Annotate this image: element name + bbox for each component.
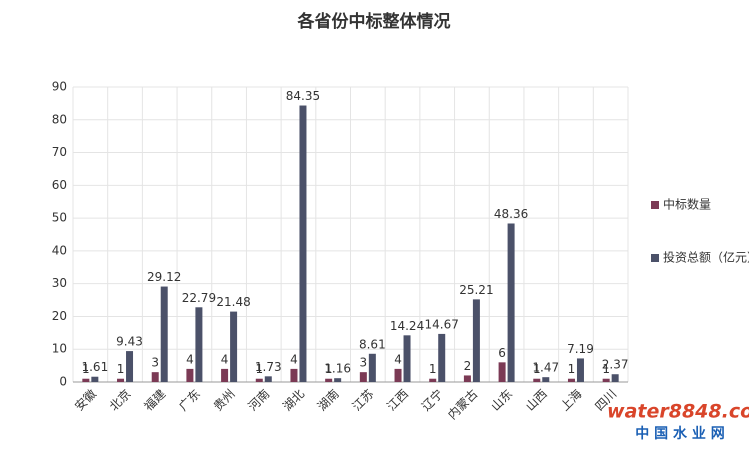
watermark-brand: water8848.com bbox=[607, 401, 749, 423]
bar bbox=[221, 368, 229, 382]
y-tick-label: 90 bbox=[52, 80, 67, 94]
bar bbox=[126, 351, 134, 382]
data-label: 4 bbox=[394, 352, 402, 366]
data-label: 2.37 bbox=[602, 358, 629, 372]
bar bbox=[533, 378, 541, 382]
data-label: 1.47 bbox=[532, 361, 559, 375]
data-label: 1 bbox=[117, 362, 125, 376]
bar bbox=[602, 378, 610, 382]
legend-label: 中标数量 bbox=[663, 197, 711, 212]
bar bbox=[82, 378, 90, 382]
data-label: 4 bbox=[186, 352, 194, 366]
data-label: 1.73 bbox=[255, 360, 282, 374]
data-label: 7.19 bbox=[567, 342, 594, 356]
data-label: 1 bbox=[533, 362, 541, 376]
bar bbox=[507, 223, 515, 382]
data-label: 4 bbox=[290, 352, 298, 366]
bar bbox=[230, 311, 238, 382]
bar bbox=[403, 335, 411, 382]
bar bbox=[255, 378, 263, 382]
data-label: 22.79 bbox=[182, 291, 216, 305]
data-label: 9.43 bbox=[116, 335, 143, 349]
bar bbox=[264, 376, 272, 382]
legend-label: 投资总额（亿元） bbox=[663, 250, 749, 265]
bar bbox=[429, 378, 437, 382]
data-label: 2 bbox=[464, 359, 472, 373]
y-tick-label: 60 bbox=[52, 178, 67, 192]
y-tick-label: 70 bbox=[52, 145, 67, 159]
y-tick-label: 10 bbox=[52, 342, 67, 356]
data-label: 21.48 bbox=[216, 295, 250, 309]
y-tick-label: 20 bbox=[52, 309, 67, 323]
bar bbox=[151, 372, 159, 382]
data-label: 1 bbox=[602, 362, 610, 376]
bar bbox=[186, 368, 194, 382]
data-label: 3 bbox=[360, 356, 368, 370]
data-label: 1.16 bbox=[324, 362, 351, 376]
data-label: 14.24 bbox=[390, 319, 424, 333]
bar bbox=[290, 368, 298, 382]
data-label: 1 bbox=[568, 362, 576, 376]
bar bbox=[498, 362, 506, 382]
bar bbox=[160, 286, 168, 382]
bar bbox=[472, 299, 480, 382]
data-label: 1 bbox=[255, 362, 263, 376]
bar bbox=[576, 358, 584, 382]
legend-swatch bbox=[651, 254, 659, 262]
data-label: 6 bbox=[498, 346, 506, 360]
legend-swatch bbox=[651, 201, 659, 209]
data-label: 84.35 bbox=[286, 89, 320, 103]
data-label: 1 bbox=[325, 362, 333, 376]
y-tick-label: 0 bbox=[59, 375, 67, 389]
watermark-subtitle: 中 国 水 业 网 bbox=[635, 425, 725, 442]
bar bbox=[463, 375, 471, 382]
data-label: 1.61 bbox=[81, 360, 108, 374]
y-tick-label: 30 bbox=[52, 276, 67, 290]
y-tick-label: 50 bbox=[52, 211, 67, 225]
bar bbox=[195, 307, 203, 382]
data-label: 4 bbox=[221, 352, 229, 366]
bar bbox=[394, 368, 402, 382]
bar bbox=[325, 378, 333, 382]
bar bbox=[359, 372, 367, 382]
data-label: 48.36 bbox=[494, 207, 528, 221]
chart-title: 各省份中标整体情况 bbox=[297, 11, 451, 32]
bar bbox=[299, 105, 307, 383]
bar bbox=[611, 374, 619, 382]
bar bbox=[117, 378, 125, 382]
bar bbox=[368, 353, 376, 382]
data-label: 3 bbox=[151, 356, 159, 370]
data-label: 1 bbox=[429, 362, 437, 376]
bar bbox=[438, 333, 446, 382]
bar bbox=[567, 378, 575, 382]
data-label: 8.61 bbox=[359, 337, 386, 351]
data-label: 25.21 bbox=[459, 283, 493, 297]
y-tick-label: 40 bbox=[52, 243, 67, 257]
data-label: 1 bbox=[82, 362, 90, 376]
data-label: 29.12 bbox=[147, 270, 181, 284]
bar bbox=[542, 377, 550, 382]
bar bbox=[91, 376, 99, 382]
bar bbox=[334, 378, 342, 382]
data-label: 14.67 bbox=[425, 317, 459, 331]
y-tick-label: 80 bbox=[52, 112, 67, 126]
